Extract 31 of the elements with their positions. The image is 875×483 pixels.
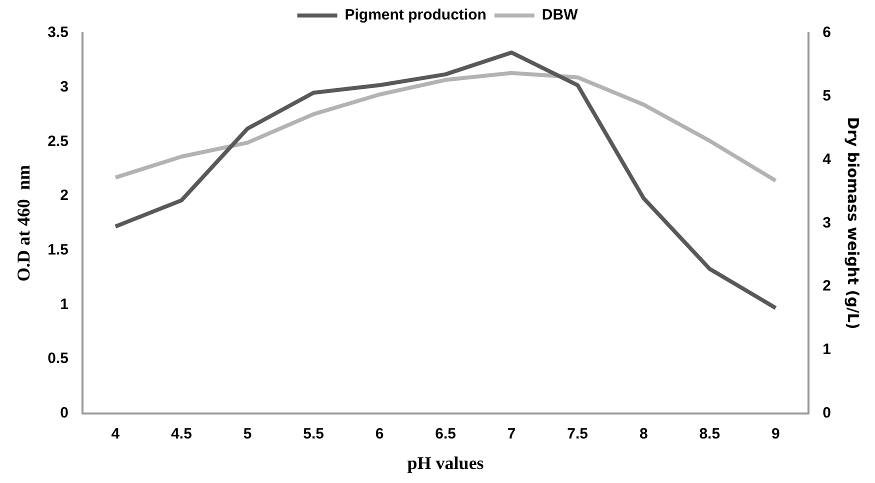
x-tick-label: 5 bbox=[243, 426, 252, 443]
x-tick-label: 4 bbox=[111, 426, 120, 443]
y-tick-label: 1 bbox=[60, 296, 68, 313]
y2-tick-label: 0 bbox=[822, 404, 831, 422]
y-tick-label: 0.5 bbox=[48, 350, 68, 368]
x-tick-label: 5.5 bbox=[303, 426, 324, 443]
x-tick-label: 7.5 bbox=[567, 426, 588, 443]
y2-tick-label: 1 bbox=[822, 341, 831, 358]
y2-tick-label: 2 bbox=[822, 278, 831, 295]
x-tick-label: 8.5 bbox=[699, 426, 720, 443]
y-tick-label: 2 bbox=[60, 187, 68, 204]
x-axis-title: pH values bbox=[407, 452, 484, 473]
y-tick-label: 2.5 bbox=[48, 132, 68, 150]
y2-tick-label: 6 bbox=[822, 24, 831, 42]
y-tick-label: 1.5 bbox=[48, 242, 68, 259]
x-tick-label: 7 bbox=[507, 426, 516, 443]
x-tick-label: 6 bbox=[375, 426, 384, 443]
x-tick-label: 6.5 bbox=[435, 426, 456, 443]
y2-tick-label: 4 bbox=[822, 150, 832, 168]
x-tick-label: 9 bbox=[771, 426, 780, 443]
y2-tick-label: 5 bbox=[822, 88, 831, 105]
y2-axis-title: Dry biomass weight (g/L) bbox=[844, 117, 862, 330]
x-tick-label: 4.5 bbox=[171, 426, 192, 443]
x-tick-label: 8 bbox=[639, 426, 648, 443]
y-tick-label: 0 bbox=[60, 404, 68, 422]
y2-tick-label: 3 bbox=[822, 214, 831, 232]
y-axis-title: O.D at 460 nm bbox=[13, 164, 34, 282]
legend-label: DBW bbox=[542, 6, 579, 24]
legend-label: Pigment production bbox=[344, 6, 486, 24]
y-tick-label: 3.5 bbox=[48, 24, 68, 42]
y-tick-label: 3 bbox=[60, 78, 68, 96]
